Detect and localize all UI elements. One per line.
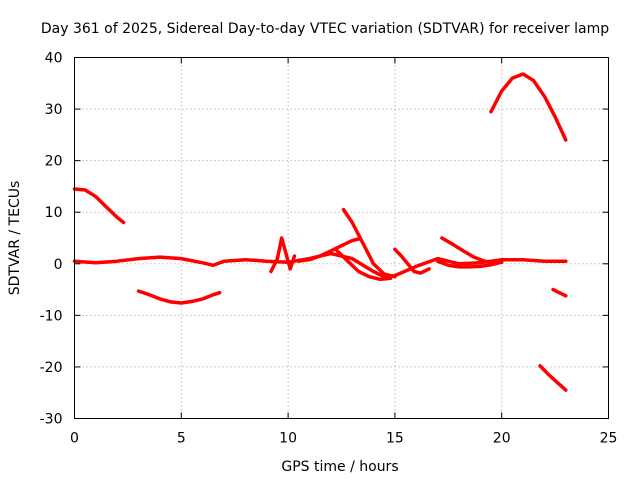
x-tick-label: 0 xyxy=(70,431,79,447)
series-arc-11 xyxy=(440,236,495,265)
series-arc-4 xyxy=(551,287,568,298)
x-tick-label: 5 xyxy=(177,431,186,447)
y-tick-label: -20 xyxy=(40,360,63,376)
x-tick-label: 20 xyxy=(493,431,511,447)
y-tick-label: 40 xyxy=(45,51,63,67)
y-axis-label: SDTVAR / TECUs xyxy=(7,181,23,296)
y-tick-label: 20 xyxy=(45,154,63,170)
series-arc-1 xyxy=(72,187,126,225)
y-tick-label: -30 xyxy=(40,412,63,428)
series-arc-2 xyxy=(136,289,222,305)
grid xyxy=(74,57,609,419)
series-arc-12 xyxy=(435,259,504,269)
series-arc-7 xyxy=(297,237,361,263)
chart-title: Day 361 of 2025, Sidereal Day-to-day VTE… xyxy=(41,21,609,37)
y-tick-label: 30 xyxy=(45,102,63,118)
axis-ticks: 0 5 10 15 20 25 -30 -20 -10 0 10 20 30 40 xyxy=(40,51,618,447)
series-arc-8 xyxy=(341,207,397,279)
series-arc-3 xyxy=(489,72,568,142)
y-tick-label: 10 xyxy=(45,205,63,221)
y-tick-label: -10 xyxy=(40,308,63,324)
series-arc-5 xyxy=(538,364,568,392)
data-series xyxy=(72,72,568,392)
y-tick-label: 0 xyxy=(54,257,63,273)
x-tick-label: 15 xyxy=(386,431,404,447)
plot-frame xyxy=(74,57,609,419)
x-tick-label: 25 xyxy=(600,431,618,447)
x-axis-label: GPS time / hours xyxy=(281,459,398,475)
series-arc-10 xyxy=(393,247,431,275)
x-tick-label: 10 xyxy=(279,431,297,447)
series-arc-9 xyxy=(335,249,393,282)
series-arc-6 xyxy=(269,236,297,274)
